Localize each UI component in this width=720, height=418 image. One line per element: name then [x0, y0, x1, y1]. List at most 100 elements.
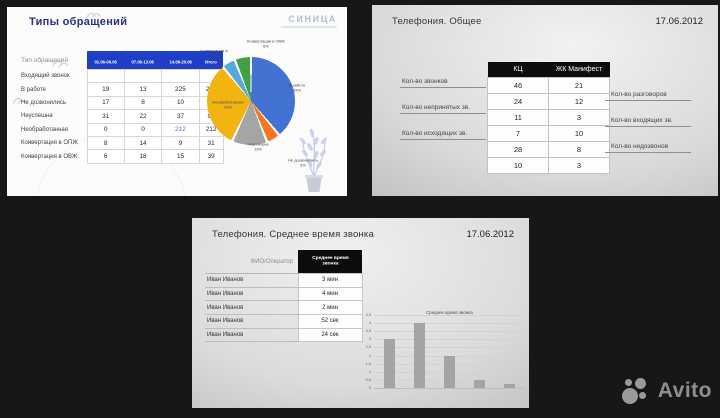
table-row: 11 3 [487, 109, 610, 126]
corner-label: Тип обращений [21, 56, 68, 64]
row-label-right: Кол-во разговоров [605, 88, 691, 101]
table-cell: 18 [123, 149, 163, 164]
telephony-left-labels: Кол-во звонков Кол-во непринятых зв. Кол-в… [400, 75, 486, 153]
table-row: В работе1913225257 [21, 82, 224, 97]
row-label-left [400, 88, 486, 101]
bird-doodle-icon [85, 12, 101, 20]
y-axis-tick-label: 3 [368, 337, 371, 342]
operator-name: Иван Иванов [205, 287, 298, 302]
avg-call-value: 52 сек [297, 313, 363, 329]
table-cell: 6 [86, 149, 125, 164]
table-cell: 31 [86, 109, 125, 124]
telephony-table: КЦ ЖК Манифест 46 21 24 12 11 3 7 10 28 8 10 3 [487, 62, 610, 174]
y-axis-tick-label: 0 [368, 386, 371, 390]
table-cell: 7 [487, 125, 549, 142]
table-cell: 15 [161, 149, 200, 164]
table-row: 24 12 [487, 93, 610, 110]
y-axis-tick-label: 2 [368, 353, 371, 358]
slide-telephony-avg-call: Телефония. Среднее время звонка 17.06.20… [192, 218, 529, 408]
column-header-text: 14.06-20.06 [169, 60, 192, 65]
column-header: Итого [199, 51, 224, 70]
table-row: Входящий звонок [21, 68, 224, 84]
slide-request-types: Типы обращений СИНИЦА Тип обращений 01.06… [7, 7, 347, 196]
row-label: Входящий звонок [21, 73, 70, 80]
column-header-text: 07.06-13.06 [131, 60, 155, 65]
table-row: Необработанная 0 0 212 212 [21, 122, 224, 137]
bird-doodle-icon [52, 61, 69, 68]
gridline [374, 388, 525, 389]
table-row: Иван Иванов 2 мин [205, 300, 363, 315]
telephony-right-labels: Кол-во разговоров Кол-во входящих зв. Кол-… [605, 75, 691, 153]
operator-name: Иван Иванов [205, 300, 298, 315]
table-cell: 8 [123, 95, 163, 111]
bar [474, 379, 486, 388]
gridline [374, 339, 525, 341]
table-cell: 39 [198, 149, 224, 164]
avg-call-value: 24 сек [297, 327, 363, 343]
table-cell: 21 [548, 77, 610, 94]
avito-watermark: Avito [621, 376, 712, 406]
table-row: Неуспешна31223790 [21, 109, 224, 124]
bar [383, 339, 395, 388]
table-cell: 9 [161, 135, 200, 151]
table-header-row: ФИО/Оператор Среднее время звонка [205, 250, 362, 275]
slide1-title: Типы обращений [29, 16, 128, 28]
table-cell: 0 [123, 122, 163, 137]
table-cell: 8 [548, 141, 610, 158]
row-label-left: Кол-во исходящих зв. [400, 127, 486, 140]
table-cell: 28 [487, 141, 549, 158]
table-row: Конвертация в ОПЖ 8 14 9 31 [21, 135, 224, 151]
table-cell [86, 68, 125, 84]
slide-telephony-general: Телефония. Общее 17.06.2012 Кол-во звонк… [372, 5, 718, 196]
table-row: 7 10 [487, 125, 610, 142]
operator-column-header: ФИО/Оператор [205, 250, 298, 275]
column-header: ЖК Манифест [548, 62, 610, 78]
value-column-header: Среднее время звонка [298, 250, 362, 274]
operator-name: Иван Иванов [205, 273, 298, 288]
row-label-left: Кол-во звонков [400, 75, 486, 88]
row-label-right: Кол-во недозвонов [605, 140, 691, 153]
slide2-date: 17.06.2012 [655, 16, 703, 27]
row-label: Не дозвонились [21, 99, 66, 106]
y-axis-tick-label: 1,5 [365, 361, 371, 366]
bar [444, 355, 455, 388]
table-header-row: КЦ ЖК Манифест [487, 62, 610, 78]
operators-table: ФИО/Оператор Среднее время звонка Иван Ива… [205, 250, 363, 343]
table-cell: 19 [86, 82, 125, 97]
y-axis-tick-label: 4,5 [365, 313, 371, 317]
table-cell: 46 [487, 77, 549, 94]
table-cell: 31 [198, 135, 224, 151]
column-header: 01.06-06.06 [87, 51, 125, 70]
request-types-pie-chart [207, 57, 295, 145]
table-cell: 24 [487, 93, 549, 110]
pie-slice-label: Конвертация в ОВЖ 6% [247, 39, 285, 49]
row-label-left [400, 140, 486, 153]
table-cell: 3 [548, 157, 610, 174]
operator-name: Иван Иванов [205, 328, 298, 343]
gridline [374, 315, 525, 316]
avg-call-value: 2 мин [297, 300, 363, 315]
sinitsa-logo-tagline [281, 26, 337, 28]
row-label: Конвертация в ОВЖ [21, 153, 78, 160]
row-label-right [605, 101, 691, 114]
table-cell: 17 [86, 95, 125, 111]
y-axis-tick-label: 1 [368, 369, 371, 374]
column-header-text: 01.06-06.06 [94, 60, 117, 65]
slide3-date: 17.06.2012 [466, 229, 514, 240]
operator-name: Иван Иванов [205, 314, 298, 329]
y-axis-tick-label: 0,5 [365, 377, 371, 382]
table-cell: 22 [123, 109, 163, 124]
value-column-header-text: Среднее время звонка [311, 254, 349, 266]
plant-pot-rim [305, 175, 323, 178]
table-row: 10 3 [487, 157, 610, 174]
table-cell: 10 [161, 95, 200, 111]
gridline [374, 347, 525, 349]
sinitsa-logo: СИНИЦА [281, 14, 337, 28]
table-cell: 225 [161, 82, 200, 97]
row-label-left: Кол-во непринятых зв. [400, 101, 486, 114]
table-row: Конвертация в ОВЖ 6 18 15 39 [21, 149, 224, 164]
row-label-left [400, 114, 486, 127]
column-header: 14.06-20.06 [161, 51, 200, 70]
table-cell: 10 [548, 125, 610, 142]
